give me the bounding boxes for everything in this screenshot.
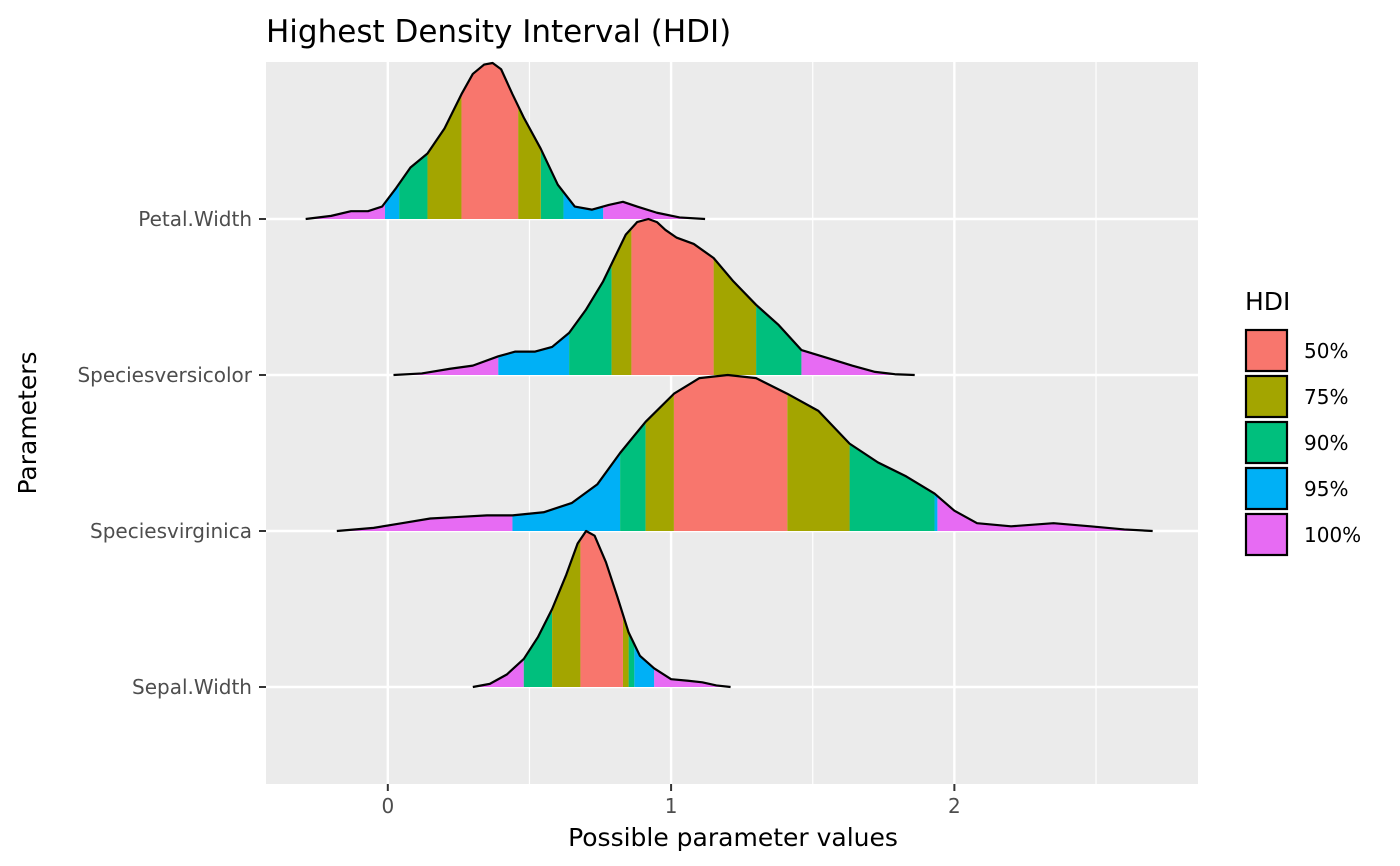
density-outline [305,61,706,221]
y-tick-label: Speciesvirginica [90,519,252,543]
legend: HDI 50% 75% 90% 95% 100% [1244,287,1361,557]
hdi-band-100 [393,356,499,375]
legend-key-50 [1244,328,1289,373]
x-tick-label: 2 [948,794,961,818]
hdi-band-75 [611,228,632,375]
hdi-band-100 [472,658,524,687]
legend-label: 100% [1304,523,1361,547]
y-tick-label: Petal.Width [138,207,252,231]
x-tick-label: 0 [381,794,394,818]
y-tick-label: Sepal.Width [132,675,252,699]
hdi-band-75 [518,105,541,219]
hdi-band-90 [756,304,802,375]
hdi-band-90 [523,609,553,687]
hdi-band-50 [461,63,519,219]
hdi-band-50 [631,219,714,375]
x-axis-ticks: 0 1 2 [381,784,961,818]
hdi-band-90 [569,263,612,375]
hdi-band-90 [399,153,428,219]
density-outline [472,529,731,689]
hdi-band-75 [427,94,462,219]
plot-panel [266,61,1198,784]
hdi-band-90 [540,148,564,219]
legend-label: 95% [1304,477,1348,501]
hdi-band-75 [622,614,629,687]
hdi-band-100 [654,668,731,687]
hdi-band-95 [563,191,604,219]
hdi-band-95 [934,493,938,531]
legend-key-75 [1244,374,1289,419]
hdi-band-95 [384,183,400,219]
hdi-band-100 [801,350,915,375]
hdi-band-90 [628,632,635,687]
density-outline [393,217,915,377]
hdi-band-75 [713,258,757,375]
hdi-band-75 [552,539,581,687]
hdi-band-75 [645,393,674,531]
legend-label: 50% [1304,339,1348,363]
legend-label: 75% [1304,385,1348,409]
chart-title: Highest Density Interval (HDI) [266,14,731,50]
legend-label: 90% [1304,431,1348,455]
hdi-band-90 [849,443,935,531]
hdi-band-95 [512,453,621,531]
density-outline [336,373,1153,533]
hdi-band-100 [305,202,385,219]
hdi-band-95 [498,332,570,375]
y-axis-ticks: Petal.Width Speciesversicolor Speciesvirgi… [77,207,266,699]
y-axis-title: Parameters [13,351,42,494]
x-tick-label: 1 [665,794,678,818]
legend-key-90 [1244,420,1289,465]
hdi-band-50 [580,531,623,687]
hdi-band-100 [603,202,706,219]
legend-key-100 [1244,512,1289,557]
x-axis-title: Possible parameter values [568,823,898,852]
y-tick-label: Speciesversicolor [77,363,252,387]
legend-key-95 [1244,466,1289,511]
hdi-band-90 [620,421,646,531]
hdi-band-50 [673,375,788,531]
legend-title: HDI [1245,287,1290,316]
